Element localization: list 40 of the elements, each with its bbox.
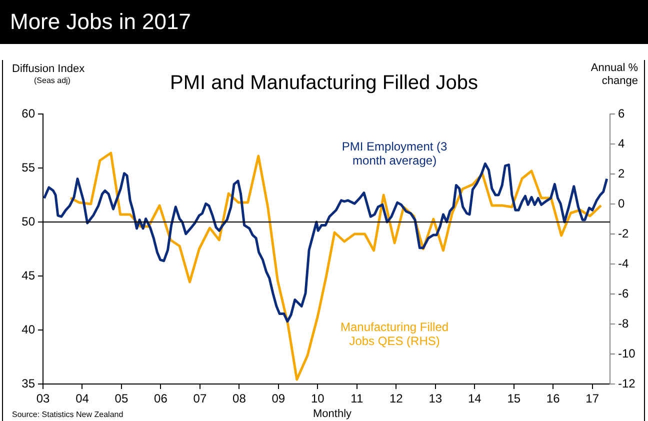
x-tick-label: 04 <box>76 392 90 406</box>
y-axis-title: Diffusion Index <box>12 63 85 75</box>
x-tick-label: 10 <box>310 392 325 406</box>
y-tick-label: 45 <box>22 268 36 282</box>
y2-tick-label: 6 <box>618 106 625 120</box>
y-tick-label: 40 <box>22 322 36 336</box>
y2-tick-label: -10 <box>618 346 636 360</box>
series-label: Manufacturing Filled Jobs QES (RHS) <box>340 320 449 348</box>
source-note: Source: Statistics New Zealand <box>12 410 124 419</box>
x-tick-label: 08 <box>232 392 246 406</box>
y-tick-label: 35 <box>22 376 36 390</box>
y2-tick-label: -12 <box>618 376 636 390</box>
y2-axis-title: Annual % change <box>590 62 638 88</box>
x-tick-label: 17 <box>586 392 600 406</box>
y2-tick-label: 0 <box>618 196 625 210</box>
x-tick-label: 12 <box>389 392 404 406</box>
y2-tick-label: 2 <box>618 166 625 180</box>
x-axis-title: Monthly <box>313 408 352 420</box>
x-tick-label: 14 <box>468 392 482 406</box>
x-tick-label: 06 <box>154 392 168 406</box>
y2-tick-label: -8 <box>618 316 629 330</box>
y2-tick-label: 4 <box>618 136 625 150</box>
x-tick-label: 07 <box>193 392 207 406</box>
x-tick-label: 03 <box>36 392 50 406</box>
y2-tick-label: -2 <box>618 226 629 240</box>
y-tick-label: 50 <box>22 214 36 228</box>
chart-title: More Jobs in 2017 <box>10 9 191 35</box>
x-tick-label: 13 <box>428 392 442 406</box>
x-tick-label: 16 <box>546 392 560 406</box>
text: (Seas adj) <box>34 76 70 85</box>
series-label: PMI Employment (3 month average) <box>342 139 448 168</box>
x-tick-label: 05 <box>114 392 128 406</box>
x-tick-label: 15 <box>507 392 521 406</box>
y-tick-label: 60 <box>22 106 36 120</box>
x-tick-label: 09 <box>272 392 286 406</box>
y2-tick-label: -6 <box>618 286 629 300</box>
y2-tick-label: -4 <box>618 256 629 270</box>
chart-subtitle: PMI and Manufacturing Filled Jobs <box>170 72 478 94</box>
x-tick-label: 11 <box>350 392 364 406</box>
y-tick-label: 55 <box>22 160 36 174</box>
